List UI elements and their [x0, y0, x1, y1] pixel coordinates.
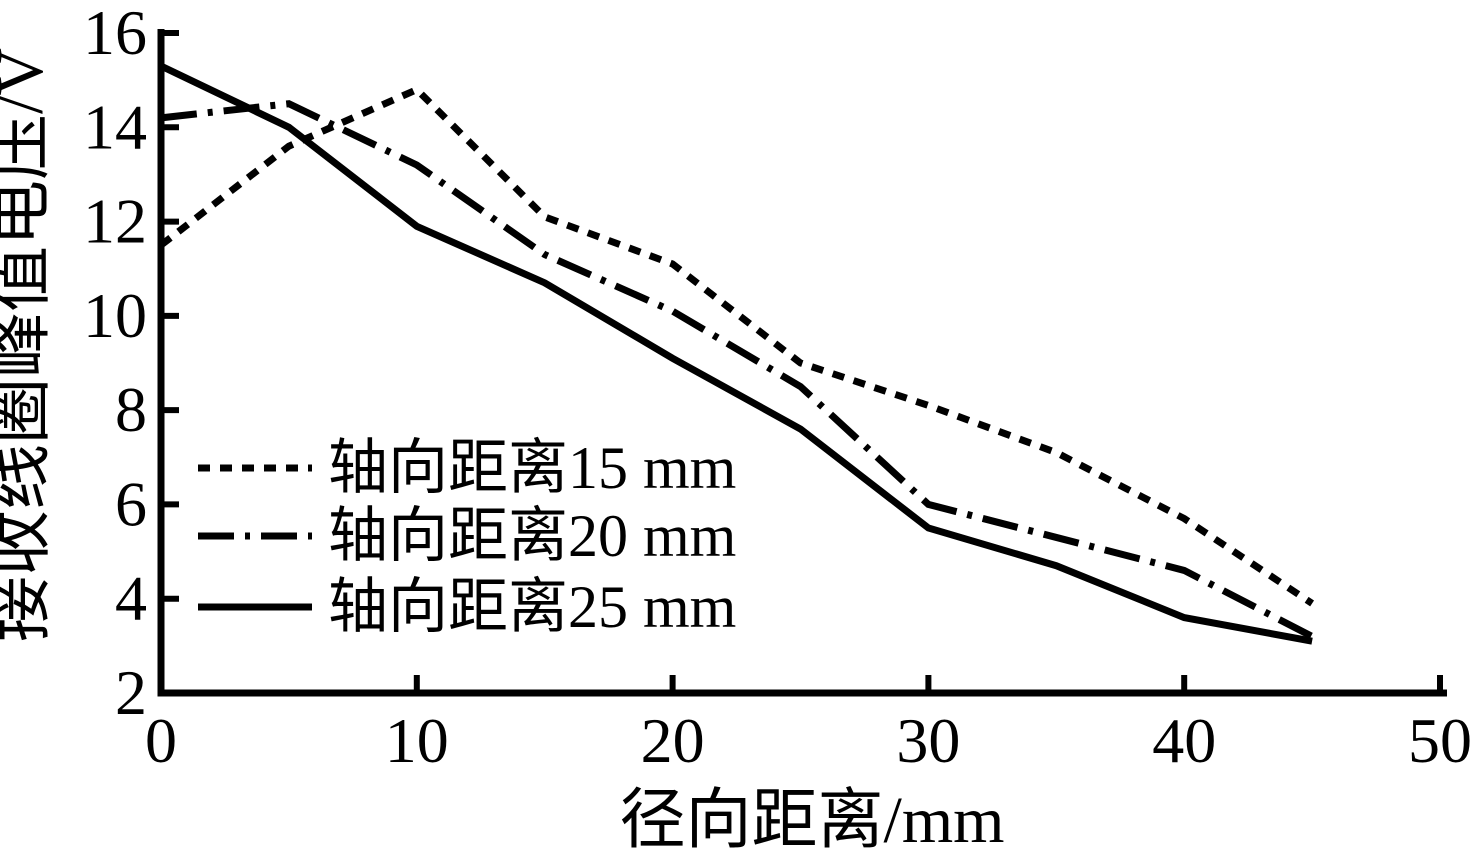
- legend-label: 轴向距离20 mm: [328, 503, 737, 569]
- x-axis-title: 径向距离/mm: [619, 784, 1004, 857]
- x-tick-label: 30: [896, 705, 960, 776]
- x-tick-label: 40: [1152, 705, 1216, 776]
- legend-swatch-dotted-line-icon: [198, 464, 312, 472]
- legend-swatch-solid-line-icon: [198, 603, 312, 611]
- y-tick-label: 14: [83, 91, 147, 162]
- series-line-solid: [159, 62, 1313, 645]
- legend-item-axial-25mm: 轴向距离25 mm: [196, 572, 736, 642]
- y-tick-label: 12: [83, 186, 147, 257]
- y-tick-label: 6: [115, 468, 147, 539]
- y-tick-label: 16: [83, 0, 147, 68]
- x-tick-label: 50: [1408, 705, 1472, 776]
- legend-label: 轴向距离25 mm: [328, 574, 737, 640]
- x-tick-label: 10: [385, 705, 449, 776]
- y-tick-label: 10: [83, 280, 147, 351]
- series-line-dashdot: [160, 100, 1314, 640]
- y-tick-label: 8: [115, 374, 147, 445]
- series-line-dotted: [158, 85, 1315, 607]
- y-tick-label: 4: [115, 563, 147, 634]
- y-tick-label: 2: [115, 657, 147, 728]
- legend-label: 轴向距离15 mm: [328, 435, 737, 501]
- y-axis-title: 接收线圈峰值电压/V: [0, 48, 57, 642]
- x-tick-label: 0: [145, 705, 177, 776]
- legend-item-axial-15mm: 轴向距离15 mm: [196, 433, 736, 503]
- legend-item-axial-20mm: 轴向距离20 mm: [196, 501, 736, 571]
- legend-swatch-dashdot-line-icon: [198, 532, 312, 540]
- x-tick-label: 20: [641, 705, 705, 776]
